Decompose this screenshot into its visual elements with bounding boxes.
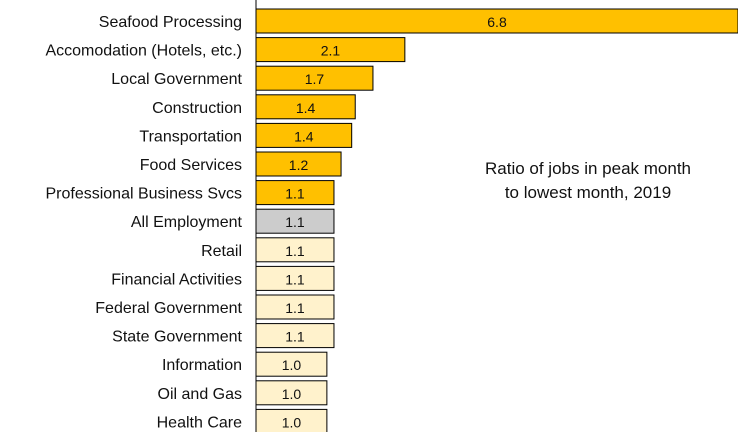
value-label-state-government: 1.1 — [285, 329, 305, 345]
category-label-information: Information — [162, 357, 242, 374]
category-label-state-government: State Government — [112, 329, 242, 346]
category-label-construction: Construction — [152, 100, 242, 117]
category-label-financial-activities: Financial Activities — [111, 271, 242, 288]
bar-financial-activities — [255, 265, 335, 291]
bar-retail — [255, 237, 335, 263]
value-labels-group: 6.8 2.1 1.7 1.4 1.4 1.2 1.1 1.1 1.1 1.1 1.1 1.1 1.0 1… — [282, 14, 507, 430]
value-label-information: 1.0 — [282, 357, 302, 373]
bar-oil-and-gas — [255, 380, 328, 406]
value-label-construction: 1.4 — [296, 100, 316, 116]
chart-title-line-1: Ratio of jobs in peak month — [485, 159, 691, 178]
category-label-professional-business-svcs: Professional Business Svcs — [45, 186, 242, 203]
value-label-oil-and-gas: 1.0 — [282, 386, 302, 402]
category-labels-group: Seafood Processing Accomodation (Hotels, … — [45, 14, 242, 431]
category-label-oil-and-gas: Oil and Gas — [158, 386, 242, 403]
value-label-seafood-processing: 6.8 — [487, 14, 507, 30]
bar-information — [255, 351, 328, 377]
bar-accomodation-hotels-etc — [255, 37, 406, 63]
value-label-federal-government: 1.1 — [285, 300, 305, 316]
category-label-federal-government: Federal Government — [95, 300, 242, 317]
category-label-health-care: Health Care — [157, 414, 242, 431]
category-label-food-services: Food Services — [140, 157, 242, 174]
value-label-accomodation-hotels-etc: 2.1 — [321, 43, 341, 59]
value-label-health-care: 1.0 — [282, 414, 302, 430]
value-label-all-employment: 1.1 — [285, 214, 305, 230]
value-label-transportation: 1.4 — [294, 128, 314, 144]
value-label-retail: 1.1 — [285, 243, 305, 259]
value-label-local-government: 1.7 — [305, 71, 325, 87]
category-label-seafood-processing: Seafood Processing — [99, 14, 242, 31]
bar-all-employment — [255, 208, 335, 234]
category-label-transportation: Transportation — [139, 128, 242, 145]
bars-group — [255, 8, 738, 432]
category-label-all-employment: All Employment — [131, 214, 243, 231]
chart-title-line-2: to lowest month, 2019 — [505, 183, 671, 202]
bar-local-government — [255, 65, 374, 91]
value-label-food-services: 1.2 — [289, 157, 309, 173]
bar-federal-government — [255, 294, 335, 320]
category-label-local-government: Local Government — [111, 71, 242, 88]
value-label-financial-activities: 1.1 — [285, 271, 305, 287]
category-label-accomodation-hotels-etc: Accomodation (Hotels, etc.) — [45, 43, 242, 60]
value-label-professional-business-svcs: 1.1 — [285, 186, 305, 202]
bar-construction — [255, 94, 356, 120]
category-label-retail: Retail — [201, 243, 242, 260]
